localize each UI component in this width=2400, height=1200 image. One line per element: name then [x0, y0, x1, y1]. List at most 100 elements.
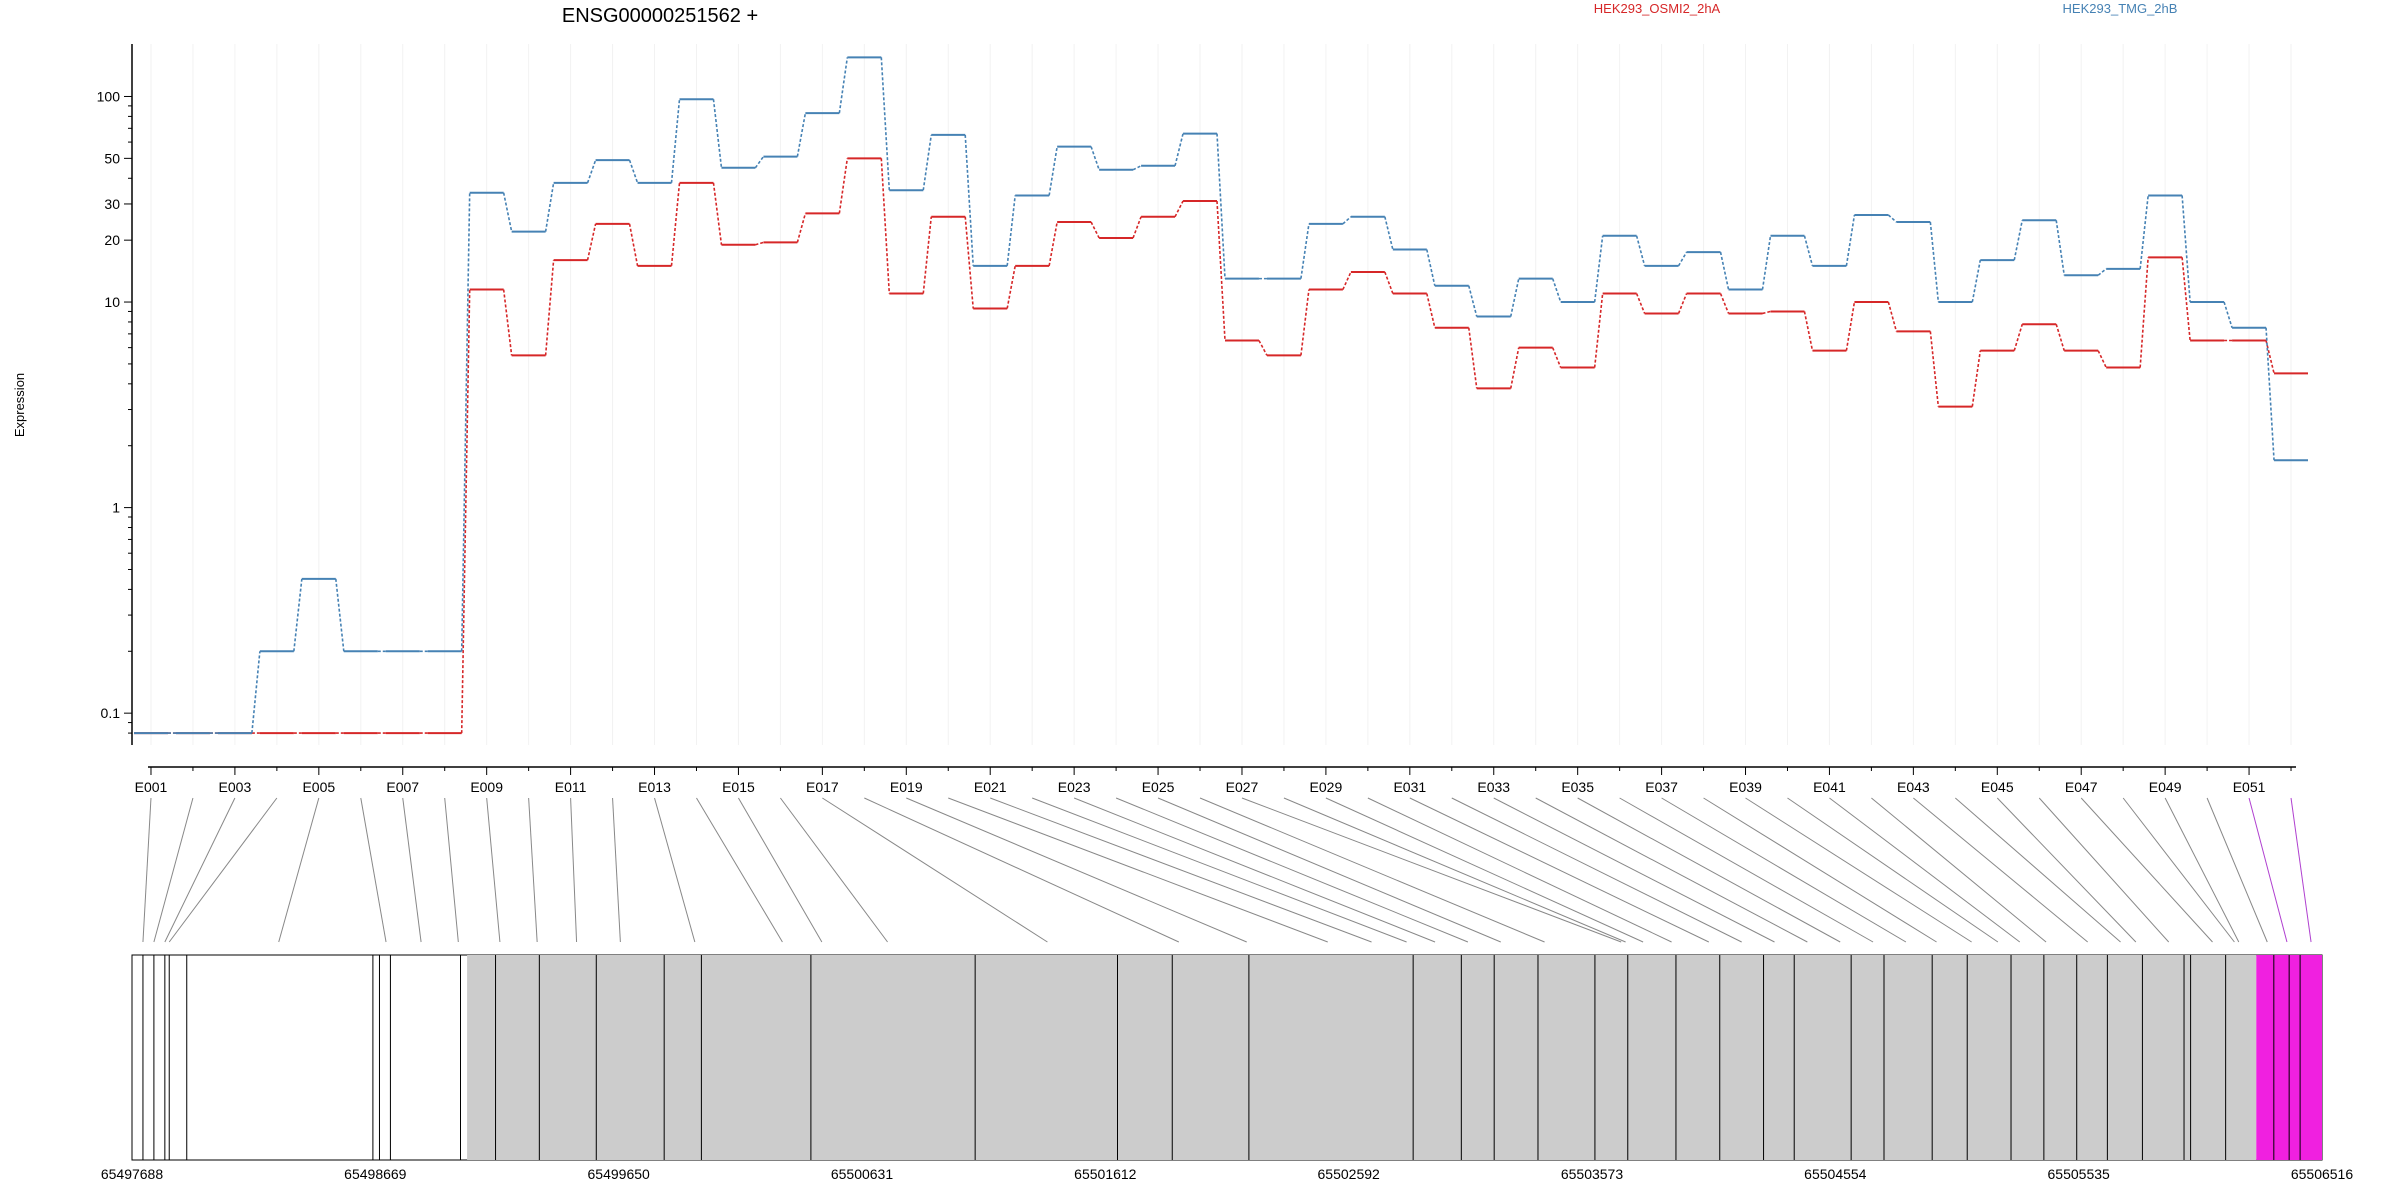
exon-connector — [654, 797, 696, 943]
genomic-tick-label: 65499650 — [588, 1166, 651, 1182]
exon-connector — [1577, 797, 1841, 943]
genomic-tick-label: 65498669 — [344, 1166, 407, 1182]
series-connector — [1467, 285, 1478, 317]
exon-connector — [696, 797, 783, 943]
y-tick-label: 1 — [112, 500, 120, 516]
series-connector — [2265, 340, 2275, 374]
series-connector — [1174, 133, 1184, 166]
series-connector — [670, 182, 681, 266]
series-connector — [1593, 293, 1604, 368]
exon-connector — [990, 797, 1372, 943]
series-connector — [1090, 221, 1100, 239]
exon-connector — [1367, 797, 1672, 943]
exon-tick-label: E043 — [1897, 779, 1930, 795]
exon-connector — [948, 797, 1328, 943]
series-connector — [1132, 165, 1142, 171]
exon-tick-label: E011 — [555, 779, 587, 795]
exon-tick-label: E051 — [2233, 779, 2266, 795]
legend-label-series-b: HEK293_TMG_2hB — [2063, 1, 2178, 16]
series-connector — [1509, 278, 1520, 317]
series-connector — [1929, 331, 1940, 407]
exon-connector — [1619, 797, 1874, 943]
exon-tick-label: E001 — [135, 779, 168, 795]
genomic-tick-label: 65502592 — [1318, 1166, 1381, 1182]
exon-connector — [570, 797, 578, 943]
series-connector — [1509, 347, 1520, 389]
series-connector — [1845, 301, 1856, 351]
exon-connector — [1745, 797, 1972, 943]
exon-tick-label: E003 — [219, 779, 252, 795]
series-connector — [502, 289, 513, 356]
genomic-tick-label: 65497688 — [101, 1166, 164, 1182]
series-connector — [586, 223, 597, 261]
series-connector — [1174, 200, 1184, 218]
series-connector — [1006, 265, 1016, 309]
exon-tick-label: E025 — [1142, 779, 1175, 795]
series-connector — [460, 192, 471, 652]
y-tick-label: 0.1 — [101, 705, 121, 721]
exon-connector-lines — [142, 797, 2312, 943]
exon-connector — [1241, 797, 1622, 943]
exon-connector — [142, 797, 152, 943]
series-connector — [1216, 200, 1226, 341]
series-connector — [2055, 323, 2065, 351]
exon-connector — [2122, 797, 2235, 943]
exon-connector — [1871, 797, 2047, 943]
y-axis-ticks: 0.1 1 10 20 30 50 100 — [97, 88, 132, 734]
series-connector — [2181, 195, 2191, 303]
exon-tick-label: E005 — [302, 779, 335, 795]
exon-connector — [1031, 797, 1407, 943]
series-1 — [134, 157, 2308, 735]
exon-connector — [2080, 797, 2213, 943]
exon-connector — [444, 797, 459, 943]
series-connector — [1467, 327, 1478, 389]
series-connector — [1719, 293, 1730, 314]
exon-tick-label: E027 — [1226, 779, 1259, 795]
series-connector — [586, 159, 597, 184]
series-connector — [1258, 340, 1268, 356]
series-connector — [1048, 146, 1058, 196]
exon-connector — [864, 797, 1180, 943]
series-connector — [1762, 310, 1771, 315]
series-connector — [2223, 301, 2233, 328]
exon-connector — [1325, 797, 1644, 943]
genomic-tick-label: 65500631 — [831, 1166, 894, 1182]
series-connector — [1887, 214, 1897, 223]
exon-connector — [1829, 797, 2021, 943]
exon-tick-label: E013 — [638, 779, 671, 795]
series-connector — [251, 651, 261, 734]
series-connector — [1342, 271, 1352, 290]
series-connector — [2055, 220, 2066, 276]
series-connector — [964, 216, 975, 309]
exon-tick-label: E033 — [1477, 779, 1510, 795]
series-connector — [2265, 327, 2275, 461]
series-connector — [1300, 223, 1310, 279]
series-connector — [544, 260, 555, 356]
exon-tick-label: E037 — [1645, 779, 1678, 795]
exon-connector — [1996, 797, 2137, 943]
series-connector — [880, 158, 891, 294]
series-connector — [628, 159, 639, 184]
exon-connector — [906, 797, 1247, 943]
exon-connector — [1954, 797, 2121, 943]
series-connector — [796, 112, 807, 157]
series-connector — [1342, 216, 1352, 225]
exon-connector — [2248, 797, 2288, 943]
exon-connector — [486, 797, 501, 943]
series-connector — [1635, 293, 1646, 314]
y-axis-label: Expression — [12, 373, 27, 437]
series-connector — [1593, 235, 1604, 303]
series-connector — [796, 213, 807, 243]
exon-connector — [612, 797, 621, 943]
exon-connector — [1115, 797, 1469, 943]
y-tick-label: 100 — [97, 88, 121, 104]
exon-connector — [1073, 797, 1436, 943]
exon-connector — [1451, 797, 1742, 943]
genomic-tick-label: 65505535 — [2048, 1166, 2111, 1182]
exon-axis-ticks: E001 E003 E005 E007 E009 E011 E013 E015 E017 E019… — [135, 767, 2292, 795]
series-connector — [1384, 216, 1394, 250]
gene-model-exons — [142, 955, 2322, 1160]
series-connector — [922, 134, 933, 191]
series-connector — [880, 57, 891, 191]
